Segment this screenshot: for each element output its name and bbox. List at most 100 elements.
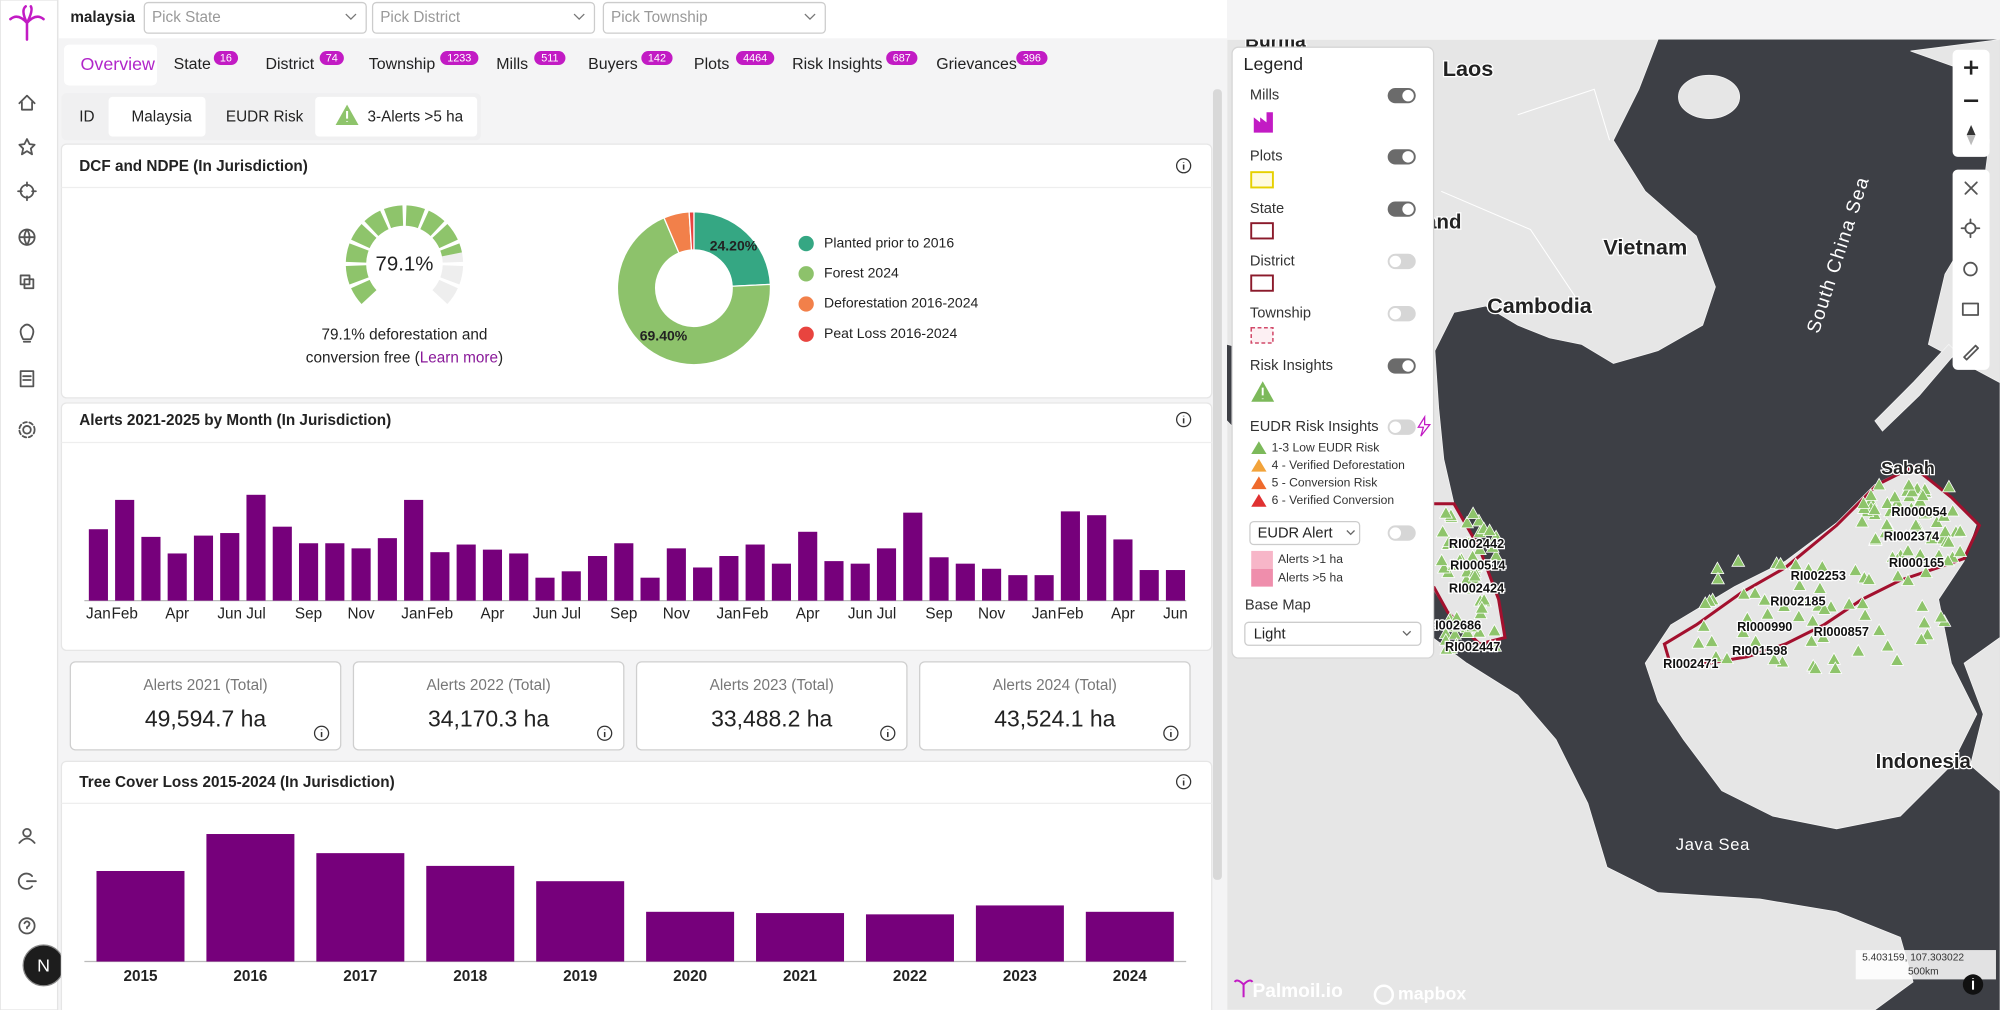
card-title: Tree Cover Loss 2015-2024 (In Jurisdicti… <box>79 774 394 791</box>
info-icon[interactable] <box>1175 411 1192 428</box>
list-icon[interactable] <box>19 370 35 388</box>
caption-text: conversion free ( <box>306 349 420 366</box>
tab-bar: Overview State 16 District 74 Township 1233 Mil… <box>63 44 1048 86</box>
zoom-in[interactable] <box>1964 60 1979 75</box>
tab-label[interactable]: District <box>265 56 314 73</box>
risk-marker <box>1920 627 1935 641</box>
x-tick-label: Apr <box>1111 606 1135 623</box>
donut-slice <box>616 216 772 366</box>
tab-label[interactable]: Overview <box>81 54 155 74</box>
risk-marker <box>1880 638 1895 652</box>
stat-title: Alerts 2022 (Total) <box>427 677 551 694</box>
legend-layer: District <box>1250 253 1295 269</box>
toggle-knob <box>1389 527 1402 539</box>
info-icon[interactable] <box>1175 774 1192 790</box>
tab-badge <box>1016 51 1048 66</box>
bar <box>96 870 185 962</box>
logout-icon[interactable] <box>17 872 37 890</box>
user-icon[interactable] <box>18 828 36 844</box>
logo <box>9 5 45 41</box>
settings-icon[interactable] <box>18 421 36 439</box>
stat-value: 34,170.3 ha <box>428 706 549 732</box>
x-tick-label: 2018 <box>453 968 488 985</box>
star-icon[interactable] <box>18 138 36 156</box>
bar <box>246 494 266 601</box>
donut-label: 24.20% <box>710 237 758 253</box>
chevron <box>1346 530 1355 536</box>
target-icon[interactable] <box>17 181 37 202</box>
risk-marker <box>1904 501 1919 514</box>
bar <box>640 577 660 601</box>
compass[interactable] <box>1966 124 1976 136</box>
locate[interactable] <box>1960 218 1981 239</box>
filter-select[interactable] <box>143 1 367 34</box>
plot-label: RI002442 <box>1449 536 1504 551</box>
bar <box>141 536 161 601</box>
base-map-select[interactable] <box>1244 621 1422 646</box>
risk-marker <box>1482 523 1497 537</box>
bar <box>850 563 870 601</box>
sub-tab-label[interactable]: 3-Alerts >5 ha <box>367 108 463 125</box>
stat-card <box>352 661 625 751</box>
country-label: malaysia <box>70 9 135 26</box>
risk-marker <box>1808 661 1823 674</box>
globe-icon[interactable] <box>18 228 36 246</box>
risk-marker <box>1708 649 1723 663</box>
tab-label[interactable]: Mills <box>496 56 528 73</box>
bulb-icon[interactable] <box>19 323 35 343</box>
tab-label[interactable]: Grievances <box>936 56 1017 73</box>
sub-tab-label[interactable]: ID <box>79 108 94 125</box>
risk-marker <box>1945 503 1960 517</box>
info-icon[interactable] <box>1175 158 1192 174</box>
tab-label[interactable]: State <box>174 56 211 73</box>
alert-select-label: EUDR Alert <box>1258 526 1333 542</box>
scrollbar[interactable] <box>1212 89 1222 880</box>
sub-tab-label[interactable]: Malaysia <box>132 108 193 125</box>
fullscreen[interactable] <box>1964 181 1978 195</box>
tab-label[interactable]: Township <box>369 56 436 73</box>
sub-tab-label[interactable]: EUDR Risk <box>226 108 304 125</box>
tab-badge <box>641 51 673 66</box>
alert-size: Alerts >1 ha <box>1278 552 1343 566</box>
risk-marker <box>1434 553 1449 567</box>
bar <box>430 552 450 601</box>
screenshot[interactable] <box>1961 302 1980 316</box>
bar <box>929 557 949 601</box>
info-icon[interactable] <box>313 725 330 741</box>
filter-select[interactable] <box>371 1 596 34</box>
gauge-track <box>432 252 464 304</box>
home-icon[interactable] <box>18 94 36 111</box>
plot-label: RI002374 <box>1884 528 1940 543</box>
legend-swatch <box>798 296 814 312</box>
tab-label[interactable]: Risk Insights <box>792 56 882 73</box>
tab-label[interactable]: Buyers <box>588 56 638 73</box>
layers-icon[interactable] <box>19 274 35 290</box>
bar <box>1034 575 1054 601</box>
base-map-label: Base Map <box>1245 598 1311 614</box>
risk-marker <box>1449 610 1464 624</box>
info-icon[interactable] <box>880 725 896 741</box>
bar <box>865 914 954 962</box>
stat-card <box>635 661 908 751</box>
legend-swatch <box>798 266 814 282</box>
info-icon[interactable] <box>1163 725 1179 741</box>
help-icon[interactable] <box>18 917 36 935</box>
info-icon[interactable] <box>597 725 613 741</box>
eudr-level-icon <box>1251 458 1267 472</box>
alert-select[interactable] <box>1249 520 1361 546</box>
3d-toggle[interactable] <box>1963 261 1978 277</box>
risk-marker <box>1880 496 1895 509</box>
bar <box>206 834 295 962</box>
filter-select[interactable] <box>602 1 826 34</box>
township-icon <box>1250 326 1274 344</box>
bar <box>351 548 371 601</box>
learn-more-link[interactable]: Learn more <box>420 349 498 366</box>
draw[interactable] <box>1963 344 1980 361</box>
mills-icon <box>1253 112 1273 133</box>
gauge-fill <box>345 205 462 304</box>
tab-label[interactable]: Plots <box>694 56 729 73</box>
lightning-icon <box>1417 414 1432 437</box>
risk-marker <box>1929 515 1944 528</box>
alert-swatch <box>1251 550 1273 569</box>
eudr-level: 1-3 Low EUDR Risk <box>1272 440 1381 454</box>
